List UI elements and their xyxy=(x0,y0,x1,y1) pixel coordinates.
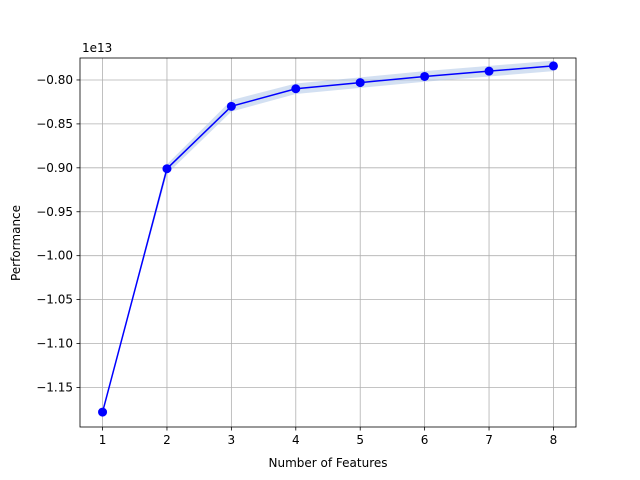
y-tick-label: −1.10 xyxy=(36,337,73,351)
data-point xyxy=(420,71,430,81)
data-point xyxy=(355,78,365,88)
y-axis-ticks: −1.15 −1.10 −1.05 −1.00 −0.95 −0.90 −0.85 −0.80 xyxy=(36,73,80,394)
x-tick-label: 8 xyxy=(550,433,558,447)
data-point xyxy=(226,101,236,111)
x-tick-label: 7 xyxy=(485,433,493,447)
data-point xyxy=(98,407,108,417)
data-point xyxy=(162,164,172,174)
x-axis-label: Number of Features xyxy=(269,456,388,470)
series-line xyxy=(101,65,554,413)
x-tick-label: 4 xyxy=(292,433,300,447)
data-points xyxy=(98,61,558,417)
y-tick-label: −0.85 xyxy=(36,117,73,131)
y-tick-label: −1.15 xyxy=(36,380,73,394)
x-tick-label: 6 xyxy=(421,433,429,447)
y-tick-label: −0.80 xyxy=(36,73,73,87)
x-tick-label: 5 xyxy=(356,433,364,447)
y-tick-label: −0.95 xyxy=(36,205,73,219)
x-tick-label: 1 xyxy=(99,433,107,447)
confidence-band-layer xyxy=(102,60,554,413)
axes-frame xyxy=(79,57,577,428)
data-point xyxy=(548,61,558,71)
x-axis-ticks: 1 2 3 4 5 6 7 8 xyxy=(99,427,558,447)
x-tick-label: 2 xyxy=(163,433,171,447)
y-tick-label: −1.00 xyxy=(36,249,73,263)
y-tick-label: −1.05 xyxy=(36,293,73,307)
data-point xyxy=(484,66,494,76)
y-offset-label: 1e13 xyxy=(82,41,112,55)
grid xyxy=(80,58,576,427)
y-axis-label: Performance xyxy=(9,205,23,281)
confidence-band xyxy=(102,60,554,413)
y-tick-label: −0.90 xyxy=(36,161,73,175)
series-line-layer xyxy=(101,65,554,413)
x-tick-label: 3 xyxy=(228,433,236,447)
data-point xyxy=(291,84,301,94)
